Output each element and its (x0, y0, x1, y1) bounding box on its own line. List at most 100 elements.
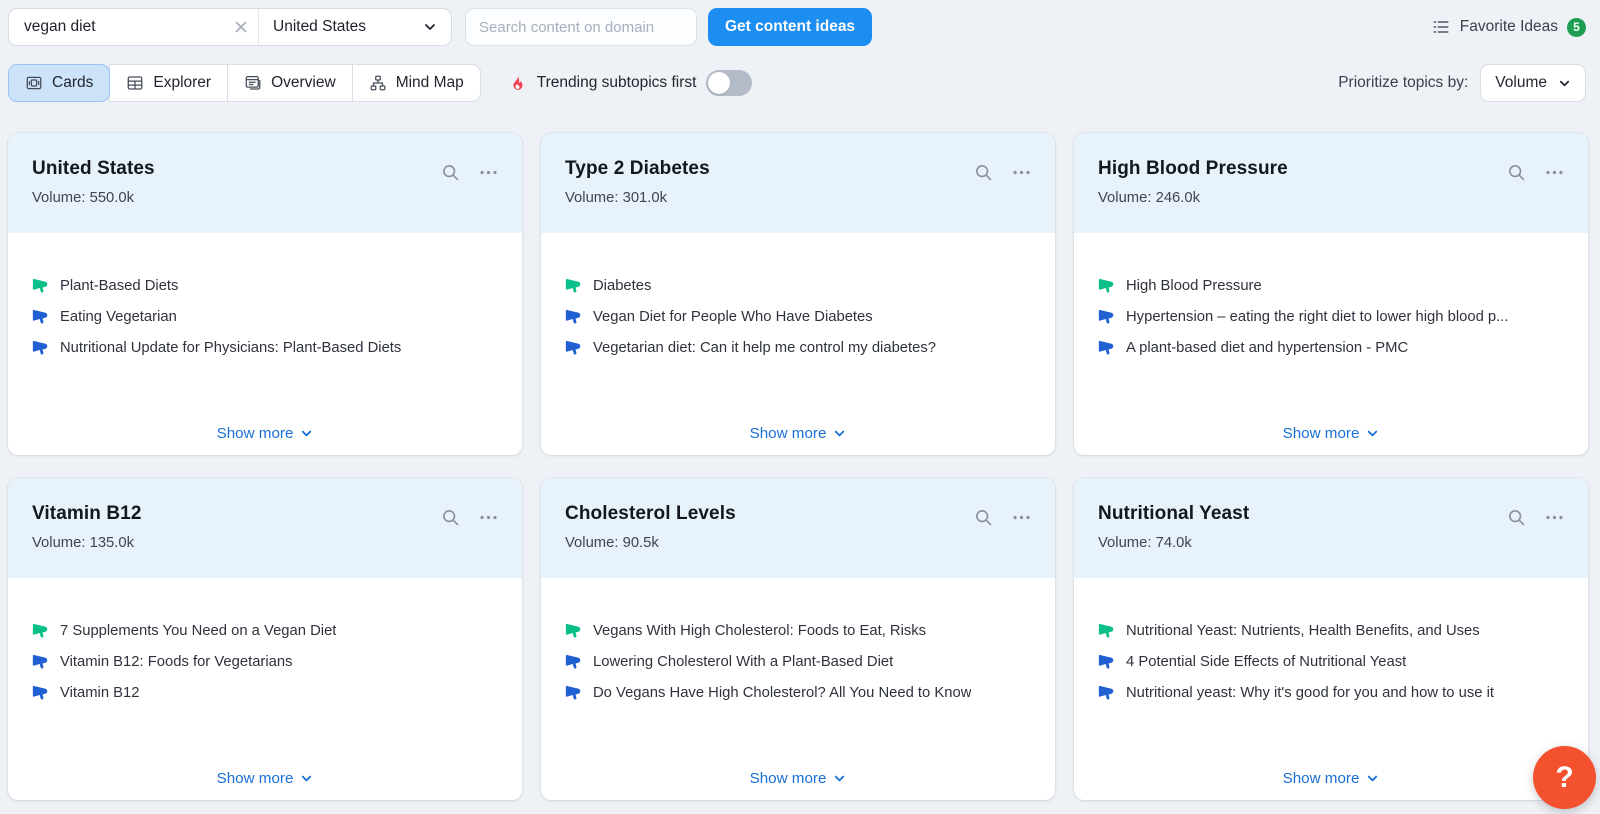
subtopic-item[interactable]: Nutritional Update for Physicians: Plant… (32, 339, 498, 356)
subtopic-item[interactable]: Vitamin B12 (32, 684, 498, 701)
favorite-ideas-button[interactable]: Favorite Ideas 5 (1431, 17, 1586, 37)
show-more-link[interactable]: Show more (1074, 770, 1588, 787)
subtopic-item[interactable]: Do Vegans Have High Cholesterol? All You… (565, 684, 1031, 701)
subtopic-item[interactable]: Vegans With High Cholesterol: Foods to E… (565, 622, 1031, 639)
clear-keyword-icon[interactable] (234, 20, 248, 34)
view-tabs: Cards Explorer Overview Mind Map (8, 64, 481, 102)
country-select[interactable]: United States (259, 9, 451, 45)
megaphone-icon (565, 685, 581, 700)
tab-cards[interactable]: Cards (8, 64, 111, 102)
trending-subtopics-toggle[interactable] (706, 70, 753, 96)
card-volume: Volume: 301.0k (565, 190, 710, 206)
show-more-link[interactable]: Show more (8, 770, 522, 787)
megaphone-icon (565, 340, 581, 355)
subtopic-item-label: Eating Vegetarian (60, 308, 177, 325)
more-options-icon[interactable] (1012, 163, 1031, 182)
subtopic-item-label: Vitamin B12: Foods for Vegetarians (60, 653, 293, 670)
card-title[interactable]: High Blood Pressure (1098, 158, 1288, 179)
overview-icon (245, 75, 261, 90)
search-icon[interactable] (1507, 508, 1526, 527)
show-more-link[interactable]: Show more (8, 425, 522, 442)
chevron-down-icon (1368, 430, 1378, 437)
subtopic-item[interactable]: Nutritional Yeast: Nutrients, Health Ben… (1098, 622, 1564, 639)
show-more-link[interactable]: Show more (1074, 425, 1588, 442)
chevron-down-icon (425, 24, 435, 30)
card-volume: Volume: 90.5k (565, 535, 736, 551)
show-more-link[interactable]: Show more (541, 770, 1055, 787)
trending-subtopics-control: Trending subtopics first (508, 70, 753, 96)
tab-explorer-label: Explorer (153, 74, 212, 91)
subtopic-item[interactable]: Diabetes (565, 277, 1031, 294)
topic-card: Vitamin B12 Volume: 135.0k (8, 478, 522, 800)
volume-value: 74.0k (1155, 535, 1192, 551)
get-content-ideas-button[interactable]: Get content ideas (708, 8, 873, 46)
megaphone-icon (1098, 340, 1114, 355)
search-icon[interactable] (1507, 163, 1526, 182)
topic-card: Type 2 Diabetes Volume: 301.0k (541, 133, 1055, 455)
subtopic-item-label: Diabetes (593, 277, 652, 294)
card-title[interactable]: United States (32, 158, 155, 179)
subtopic-item-label: High Blood Pressure (1126, 277, 1262, 294)
card-title[interactable]: Cholesterol Levels (565, 503, 736, 524)
tab-explorer[interactable]: Explorer (109, 64, 229, 102)
subtopic-item[interactable]: Nutritional yeast: Why it's good for you… (1098, 684, 1564, 701)
card-title[interactable]: Vitamin B12 (32, 503, 142, 524)
card-item-list: Vegans With High Cholesterol: Foods to E… (565, 622, 1031, 701)
subtopic-item[interactable]: 4 Potential Side Effects of Nutritional … (1098, 653, 1564, 670)
keyword-input[interactable] (22, 17, 226, 37)
subtopic-item[interactable]: Vegetarian diet: Can it help me control … (565, 339, 1031, 356)
topic-card: United States Volume: 550.0k (8, 133, 522, 455)
tab-overview[interactable]: Overview (227, 64, 353, 102)
card-actions (1507, 503, 1564, 578)
topic-cards-grid: United States Volume: 550.0k (8, 133, 1588, 800)
card-header: High Blood Pressure Volume: 246.0k (1074, 133, 1588, 233)
card-actions (441, 158, 498, 233)
more-options-icon[interactable] (1545, 508, 1564, 527)
subtopic-item[interactable]: Vegan Diet for People Who Have Diabetes (565, 308, 1031, 325)
subtopic-item[interactable]: Plant-Based Diets (32, 277, 498, 294)
more-options-icon[interactable] (479, 163, 498, 182)
topic-card: High Blood Pressure Volume: 246.0k (1074, 133, 1588, 455)
volume-label: Volume: (32, 190, 86, 206)
megaphone-icon (565, 623, 581, 638)
tab-mind-map[interactable]: Mind Map (351, 64, 481, 102)
search-icon[interactable] (441, 163, 460, 182)
card-header: Vitamin B12 Volume: 135.0k (8, 478, 522, 578)
subtopic-item[interactable]: Hypertension – eating the right diet to … (1098, 308, 1564, 325)
subtopic-item[interactable]: Eating Vegetarian (32, 308, 498, 325)
show-more-link[interactable]: Show more (541, 425, 1055, 442)
search-icon[interactable] (974, 163, 993, 182)
search-icon[interactable] (441, 508, 460, 527)
help-button[interactable]: ? (1533, 746, 1596, 809)
more-options-icon[interactable] (1012, 508, 1031, 527)
chevron-down-icon (835, 430, 845, 437)
subtopic-item[interactable]: A plant-based diet and hypertension - PM… (1098, 339, 1564, 356)
card-header: Type 2 Diabetes Volume: 301.0k (541, 133, 1055, 233)
subtopic-item[interactable]: Vitamin B12: Foods for Vegetarians (32, 653, 498, 670)
cards-icon (26, 76, 42, 90)
megaphone-icon (1098, 623, 1114, 638)
volume-value: 301.0k (622, 190, 668, 206)
card-title[interactable]: Type 2 Diabetes (565, 158, 710, 179)
subtopic-item-label: Nutritional yeast: Why it's good for you… (1126, 684, 1495, 701)
subtopic-item[interactable]: High Blood Pressure (1098, 277, 1564, 294)
more-options-icon[interactable] (479, 508, 498, 527)
more-options-icon[interactable] (1545, 163, 1564, 182)
card-header: Nutritional Yeast Volume: 74.0k (1074, 478, 1588, 578)
subtopic-item[interactable]: 7 Supplements You Need on a Vegan Diet (32, 622, 498, 639)
search-icon[interactable] (974, 508, 993, 527)
prioritize-select[interactable]: Volume (1480, 64, 1586, 102)
card-volume: Volume: 550.0k (32, 190, 155, 206)
keyword-country-group: United States (8, 8, 452, 46)
card-actions (441, 503, 498, 578)
toggle-knob (708, 72, 731, 94)
flame-icon (513, 75, 523, 90)
volume-label: Volume: (1098, 190, 1152, 206)
card-volume: Volume: 74.0k (1098, 535, 1249, 551)
card-title[interactable]: Nutritional Yeast (1098, 503, 1250, 524)
domain-search-input[interactable] (465, 8, 697, 46)
subtopic-item[interactable]: Lowering Cholesterol With a Plant-Based … (565, 653, 1031, 670)
card-body: High Blood Pressure Hypertension – eatin… (1074, 233, 1588, 455)
megaphone-icon (1098, 278, 1114, 293)
volume-value: 550.0k (89, 190, 135, 206)
